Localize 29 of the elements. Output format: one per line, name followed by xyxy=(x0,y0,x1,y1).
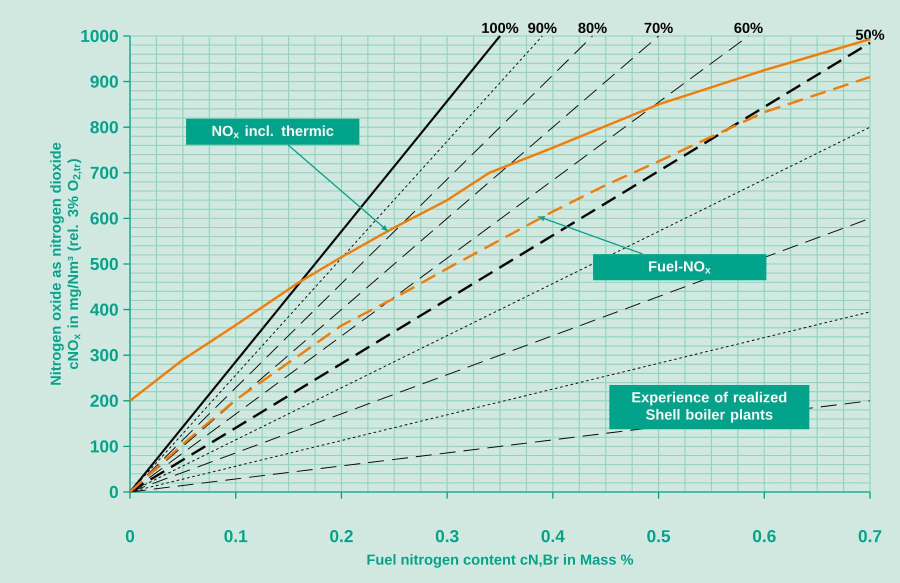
y-tick-label: 0 xyxy=(110,486,118,498)
x-tick-label: 0.2 xyxy=(330,530,353,542)
y-tick-label: 900 xyxy=(90,75,118,88)
x-tick-label: 0.3 xyxy=(436,530,459,542)
annotation: Fuel-NO$_{x}$ xyxy=(649,260,711,274)
y-tick-label: 200 xyxy=(90,394,118,407)
y-tick-label: 100 xyxy=(90,440,118,452)
series-label: 60% xyxy=(734,22,763,34)
x-tick-label: 0.7 xyxy=(858,530,882,542)
series-label: 100% xyxy=(482,22,518,34)
y-tick-label: 600 xyxy=(90,212,118,224)
y-tick-label: 700 xyxy=(90,166,118,179)
y-tick-label: 300 xyxy=(90,349,118,362)
y-tick-label: 1000 xyxy=(81,30,118,42)
annotation: NO$_{x}$ incl. thermic xyxy=(212,125,334,138)
annotation: Experience of realized Shell boiler plants xyxy=(632,392,786,423)
x-tick-label: 0.4 xyxy=(542,530,565,542)
y-tick-label: 500 xyxy=(90,258,118,270)
y-tick-label: 400 xyxy=(90,303,118,316)
x-tick-label: 0.6 xyxy=(752,530,776,542)
series-label: 70% xyxy=(644,22,673,34)
y-tick-label: 800 xyxy=(90,121,118,134)
x-tick-label: 0 xyxy=(126,530,134,542)
series-label: 50% xyxy=(856,30,884,40)
series-label: 80% xyxy=(578,22,607,34)
x-tick-label: 0.5 xyxy=(647,530,670,542)
x-tick-label: 0.1 xyxy=(224,530,248,542)
series-label: 90% xyxy=(528,22,557,34)
x-axis-title: Fuel nitrogen content cN,Br in Mass % xyxy=(367,554,634,568)
